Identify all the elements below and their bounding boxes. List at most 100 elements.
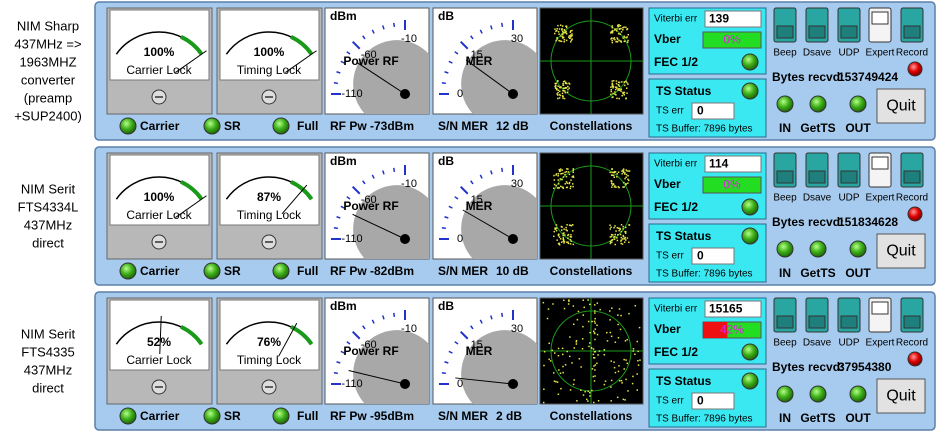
ts-err-field (691, 102, 735, 120)
switch-label[interactable]: Record (896, 48, 928, 59)
quit-button[interactable] (876, 88, 926, 124)
meter-minor-tick (444, 216, 449, 219)
meter-minor-tick (500, 167, 504, 172)
ts-buffer: TS Buffer: 7896 bytes (656, 269, 753, 280)
toggle-lever[interactable] (903, 25, 921, 39)
toggle-lever[interactable] (871, 156, 889, 170)
status-led-label: Carrier (140, 119, 180, 133)
constellation-dot (572, 305, 575, 307)
constellation-dot (617, 81, 620, 84)
constellation-dot (617, 186, 620, 188)
switch-label[interactable]: UDP (838, 338, 859, 349)
constellation-dot (616, 176, 618, 178)
bytes-value: 151834628 (838, 215, 898, 229)
constellation-dot (568, 173, 571, 176)
constellation-dot (620, 240, 622, 242)
constellation-dot (562, 232, 564, 235)
toggle-lever[interactable] (808, 170, 826, 184)
toggle-lever[interactable] (776, 170, 794, 184)
meter-unit: dB (438, 299, 454, 313)
constellation-dot (569, 238, 572, 241)
constellation-dot (561, 33, 564, 36)
switch-label[interactable]: Beep (773, 48, 797, 59)
meter-tick-label: 30 (511, 178, 523, 190)
constellation-dot (570, 34, 572, 36)
toggle-lever[interactable] (903, 315, 921, 329)
constellation-dot (554, 227, 556, 229)
constellation-dot (617, 25, 619, 28)
toggle-lever[interactable] (840, 170, 858, 184)
constellation-dot (563, 97, 566, 100)
toggle-lever[interactable] (776, 315, 794, 329)
constellation-dot (594, 322, 596, 324)
toggle-lever[interactable] (776, 25, 794, 39)
quit-label[interactable]: Quit (886, 98, 916, 115)
constellation-dot (580, 389, 582, 391)
constellation-dot (561, 169, 564, 171)
constellation-dot (612, 87, 614, 89)
constellation-dot (569, 187, 572, 190)
switch-label[interactable]: Beep (773, 338, 797, 349)
constellation-dot (555, 224, 558, 226)
switch-label[interactable]: UDP (838, 48, 859, 59)
constellation-dot (621, 170, 623, 172)
constellation-dot (612, 171, 614, 174)
switch-label[interactable]: Dsave (803, 338, 832, 349)
toggle-lever[interactable] (808, 315, 826, 329)
switch-label[interactable]: Expert (866, 193, 895, 204)
viterbi-err-value: 114 (709, 157, 729, 171)
switch-label[interactable]: Record (896, 193, 928, 204)
switch-label[interactable]: Dsave (803, 193, 832, 204)
constellation-dot (558, 168, 561, 171)
quit-button[interactable] (876, 378, 926, 414)
constellation-dot (616, 226, 619, 229)
switch-label[interactable]: UDP (838, 193, 859, 204)
constellation-dot (616, 87, 618, 90)
toggle-lever[interactable] (840, 315, 858, 329)
constellation-dot (565, 32, 568, 35)
toggle-lever[interactable] (903, 170, 921, 184)
constellation-dot (622, 92, 624, 95)
toggle-lever[interactable] (808, 25, 826, 39)
constellation-dot (565, 186, 568, 189)
meter-caption: MER (466, 54, 493, 68)
toggle-lever[interactable] (871, 11, 889, 25)
switch-label[interactable]: Record (896, 338, 928, 349)
constellation-dot (614, 243, 616, 246)
constellation-dot (618, 186, 620, 189)
mer-value: 12 dB (496, 119, 529, 133)
quit-label[interactable]: Quit (886, 388, 916, 405)
constellation-dot (624, 84, 626, 87)
viterbi-err-field (704, 155, 762, 173)
constellation-dot (619, 328, 622, 331)
constellation-dot (625, 359, 627, 361)
toggle-lever[interactable] (840, 25, 858, 39)
constellation-dot (628, 241, 630, 244)
constellation-dot (557, 80, 559, 82)
constellation-dot (620, 90, 622, 93)
constellation-dot (636, 389, 638, 391)
switch-label[interactable]: Expert (866, 338, 895, 349)
constellation-dot (610, 180, 613, 183)
device-label: FTS4334L (18, 199, 79, 214)
device-label: 437MHz => (14, 36, 81, 51)
constellation-dot (625, 239, 627, 241)
quit-button[interactable] (876, 233, 926, 269)
rf-value: -95dBm (370, 409, 414, 423)
mer-label: S/N MER (438, 409, 488, 423)
constellation-dot (622, 186, 624, 188)
constellation-dot (616, 173, 618, 175)
constellation-dot (555, 84, 557, 87)
constellation-dot (621, 243, 624, 245)
constellation-dot (557, 24, 559, 27)
switch-label[interactable]: Expert (866, 48, 895, 59)
toggle-lever[interactable] (871, 301, 889, 315)
constellation-dot (559, 94, 562, 97)
meter-minor-tick (382, 25, 385, 30)
switch-label[interactable]: Beep (773, 193, 797, 204)
constellation-dot (622, 169, 624, 171)
constellation-dot (543, 388, 545, 391)
quit-label[interactable]: Quit (886, 243, 916, 260)
constellation-dot (562, 80, 565, 83)
switch-label[interactable]: Dsave (803, 48, 832, 59)
